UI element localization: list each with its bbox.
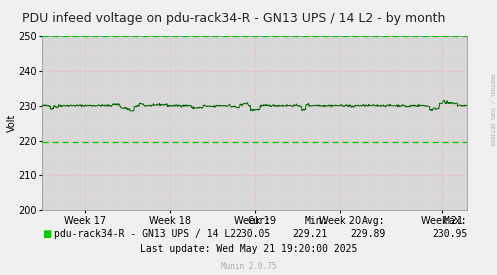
Text: Avg:: Avg:: [362, 216, 385, 226]
Text: 229.21: 229.21: [293, 229, 328, 239]
Text: 229.89: 229.89: [350, 229, 385, 239]
Y-axis label: Volt: Volt: [6, 114, 17, 132]
Text: Last update: Wed May 21 19:20:00 2025: Last update: Wed May 21 19:20:00 2025: [140, 244, 357, 254]
Text: Cur:: Cur:: [248, 216, 271, 226]
Text: pdu-rack34-R - GN13 UPS / 14 L2: pdu-rack34-R - GN13 UPS / 14 L2: [54, 229, 236, 239]
Text: ■: ■: [42, 229, 52, 239]
Text: Min:: Min:: [305, 216, 328, 226]
Text: 230.95: 230.95: [432, 229, 467, 239]
Text: Max:: Max:: [444, 216, 467, 226]
Text: PDU infeed voltage on pdu-rack34-R - GN13 UPS / 14 L2 - by month: PDU infeed voltage on pdu-rack34-R - GN1…: [22, 12, 445, 25]
Text: RRDTOOL / TOBI OETIKER: RRDTOOL / TOBI OETIKER: [490, 74, 495, 146]
Text: 230.05: 230.05: [236, 229, 271, 239]
Text: Munin 2.0.75: Munin 2.0.75: [221, 262, 276, 271]
